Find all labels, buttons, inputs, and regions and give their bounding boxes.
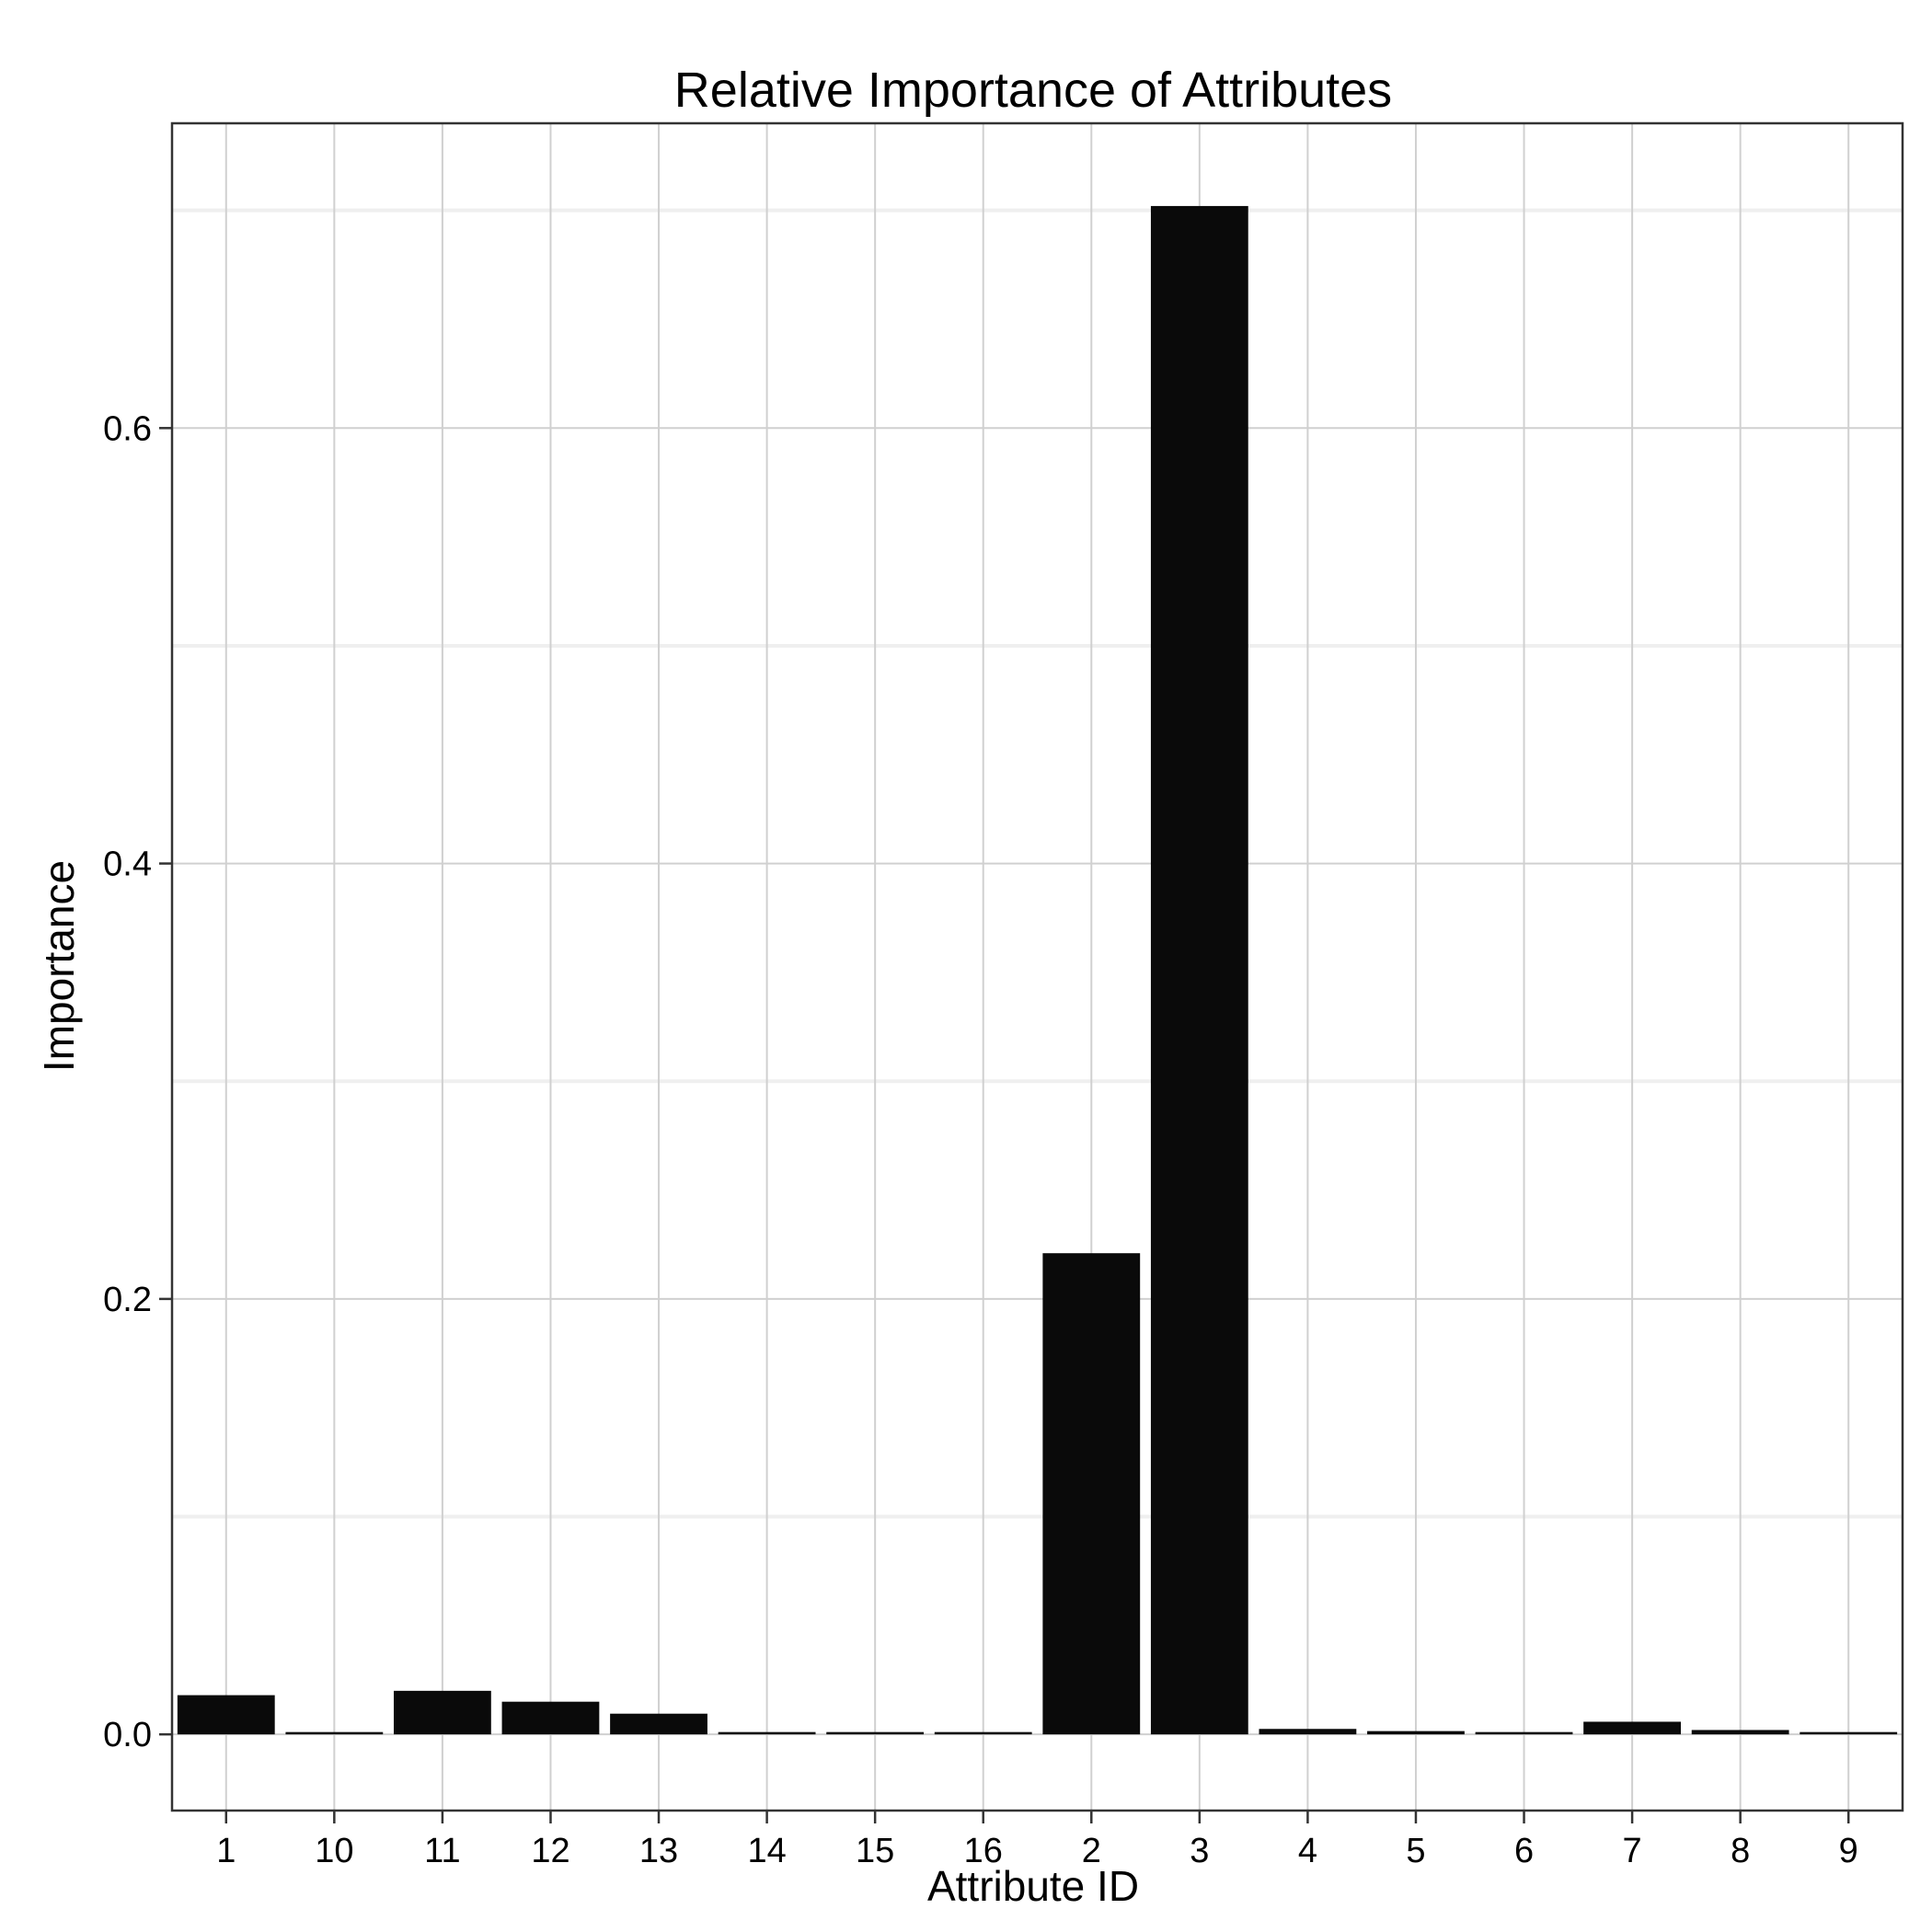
x-tick-label: 15 [856, 1832, 894, 1870]
bar-7 [1583, 1721, 1681, 1735]
x-tick-label: 14 [747, 1832, 786, 1870]
minor-gridlines [172, 208, 1903, 1519]
bar-1 [177, 1695, 275, 1735]
bar-14 [718, 1731, 816, 1735]
x-tick-label: 4 [1298, 1832, 1317, 1870]
bars [177, 205, 1898, 1735]
bar-4 [1259, 1729, 1357, 1735]
x-tick-label: 6 [1514, 1832, 1534, 1870]
bar-11 [394, 1690, 491, 1735]
bar-12 [501, 1701, 600, 1735]
bar-2 [1042, 1253, 1141, 1735]
x-tick-label: 7 [1623, 1832, 1642, 1870]
bar-9 [1800, 1731, 1898, 1735]
bar-15 [826, 1731, 925, 1735]
y-tick-label: 0.0 [103, 1716, 152, 1754]
y-axis-title: Importance [35, 860, 83, 1072]
x-tick-label: 16 [964, 1832, 1003, 1870]
y-tick-label: 0.6 [103, 409, 152, 448]
bar-16 [934, 1731, 1032, 1735]
x-tick-label: 5 [1406, 1832, 1425, 1870]
bar-3 [1150, 205, 1248, 1735]
x-tick-label: 2 [1082, 1832, 1101, 1870]
chart-title: Relative Importance of Attributes [674, 63, 1392, 118]
axes: 0.0 0.2 0.4 0.6 1 10 11 12 13 14 15 16 2 3 4 5 6 7 8 9 [103, 121, 1904, 1870]
x-tick-label: 12 [531, 1832, 569, 1870]
x-axis-title: Attribute ID [927, 1862, 1139, 1910]
bar-6 [1475, 1731, 1573, 1735]
bar-13 [610, 1713, 707, 1735]
y-tick-label: 0.2 [103, 1281, 152, 1319]
x-tick-label: 10 [315, 1832, 353, 1870]
bar-8 [1691, 1730, 1789, 1735]
bar-10 [285, 1731, 384, 1735]
x-tick-label: 11 [424, 1832, 460, 1870]
y-tick-label: 0.4 [103, 845, 152, 884]
x-tick-label: 3 [1190, 1832, 1209, 1870]
plot-border [170, 121, 1904, 1812]
x-tick-label: 1 [216, 1832, 236, 1870]
bar-5 [1367, 1731, 1465, 1735]
x-tick-label: 9 [1839, 1832, 1858, 1870]
x-tick-label: 13 [639, 1832, 678, 1870]
x-tick-label: 8 [1731, 1832, 1750, 1870]
